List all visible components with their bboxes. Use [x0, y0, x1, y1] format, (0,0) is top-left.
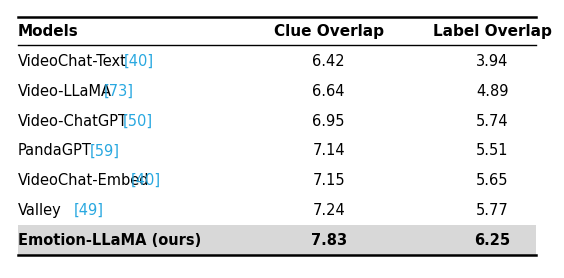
Text: [73]: [73] [104, 84, 134, 99]
Text: 7.15: 7.15 [312, 173, 345, 188]
Text: VideoChat-Embed: VideoChat-Embed [17, 173, 149, 188]
Text: Models: Models [17, 24, 78, 39]
Text: [50]: [50] [122, 114, 153, 129]
Text: 7.24: 7.24 [312, 203, 345, 218]
Text: [49]: [49] [74, 203, 104, 218]
Text: 5.51: 5.51 [476, 143, 509, 158]
Text: Video-ChatGPT: Video-ChatGPT [17, 114, 128, 129]
Text: [40]: [40] [124, 54, 154, 69]
Text: VideoChat-Text: VideoChat-Text [17, 54, 127, 69]
Text: 7.14: 7.14 [312, 143, 345, 158]
Text: [40]: [40] [131, 173, 161, 188]
Text: Clue Overlap: Clue Overlap [274, 24, 384, 39]
Text: 5.74: 5.74 [476, 114, 509, 129]
Text: 6.95: 6.95 [312, 114, 345, 129]
Text: Video-LLaMA: Video-LLaMA [17, 84, 112, 99]
Text: Label Overlap: Label Overlap [433, 24, 552, 39]
Text: PandaGPT: PandaGPT [17, 143, 91, 158]
Text: 6.25: 6.25 [474, 232, 510, 247]
Text: Emotion-LLaMA (ours): Emotion-LLaMA (ours) [17, 232, 201, 247]
Text: 5.65: 5.65 [476, 173, 509, 188]
Text: 6.64: 6.64 [312, 84, 345, 99]
Text: [59]: [59] [90, 143, 120, 158]
Text: 7.83: 7.83 [311, 232, 347, 247]
Text: 6.42: 6.42 [312, 54, 345, 69]
Text: Valley: Valley [17, 203, 61, 218]
Text: 3.94: 3.94 [476, 54, 509, 69]
Bar [17, 225, 536, 255]
Text: 4.89: 4.89 [476, 84, 509, 99]
Text: 5.77: 5.77 [476, 203, 509, 218]
